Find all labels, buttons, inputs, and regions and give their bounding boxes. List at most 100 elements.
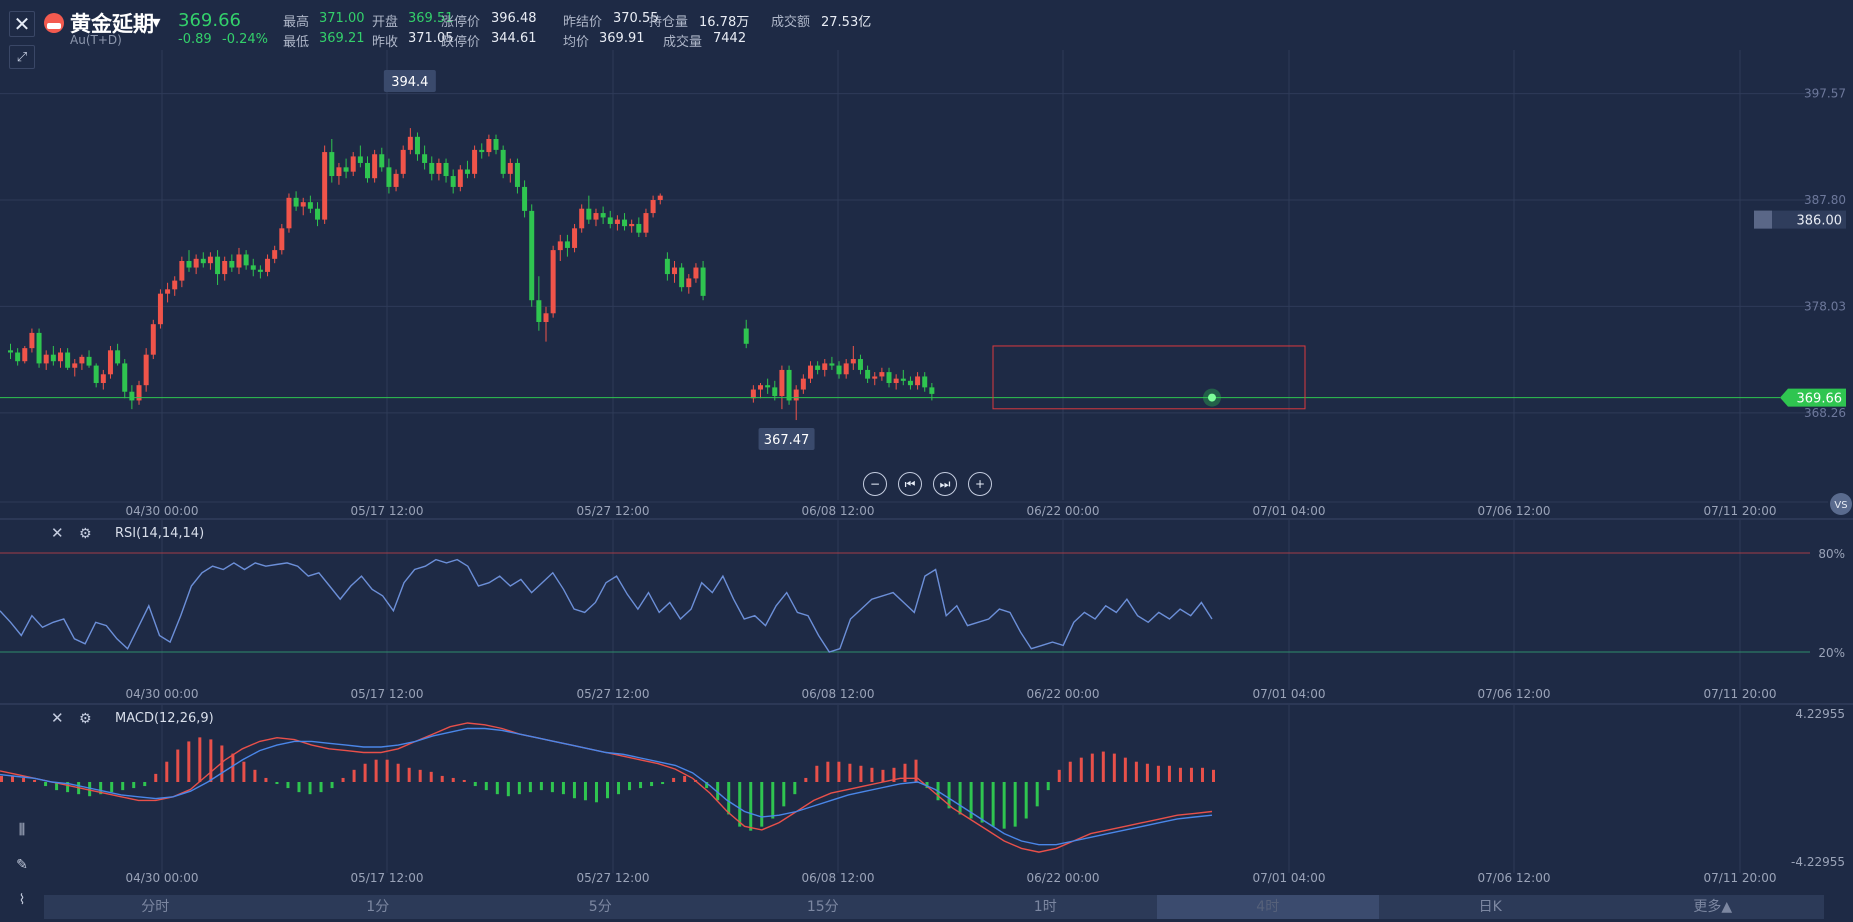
macd-histogram-bar xyxy=(1145,763,1149,782)
y-axis-label: 378.03 xyxy=(1804,299,1846,313)
macd-histogram-bar xyxy=(771,782,775,819)
candle-body xyxy=(829,363,835,366)
candle-body xyxy=(22,348,28,362)
selection-box[interactable] xyxy=(992,345,1306,410)
alert-tag[interactable] xyxy=(1754,210,1846,229)
rsi-settings-icon[interactable]: ⚙ xyxy=(79,526,92,542)
vs-button[interactable] xyxy=(1830,493,1852,515)
instrument-title[interactable]: 黄金延期 xyxy=(70,12,154,36)
macd-histogram-bar xyxy=(594,782,598,803)
macd-histogram-bar xyxy=(407,767,411,782)
rsi-close-icon[interactable]: ✕ xyxy=(51,524,64,542)
candle-body xyxy=(165,289,171,294)
candle-body xyxy=(472,149,478,174)
candle-body xyxy=(79,356,85,364)
macd-histogram-bar xyxy=(980,782,984,823)
quote-value: 344.61 xyxy=(491,31,537,46)
macd-histogram-bar xyxy=(1156,765,1160,782)
macd-histogram-bar xyxy=(1123,757,1127,782)
quote-label: 均价 xyxy=(563,35,590,50)
macd-histogram-bar xyxy=(1090,753,1094,782)
candle-body xyxy=(336,167,342,177)
candle-body xyxy=(650,200,656,214)
interval-tab[interactable]: 4时 xyxy=(1156,895,1379,919)
interval-tab[interactable]: 日K xyxy=(1478,899,1502,915)
quote-value: 369.91 xyxy=(599,31,645,46)
candle-body xyxy=(386,167,392,187)
macd-histogram-bar xyxy=(220,745,224,782)
skip-forward-icon[interactable]: ⏭ xyxy=(933,472,957,496)
quote-label: 持仓量 xyxy=(649,15,689,30)
macd-histogram-bar xyxy=(1101,751,1105,782)
candle-body xyxy=(586,208,592,220)
candle-body xyxy=(672,267,678,275)
macd-histogram-bar xyxy=(231,753,235,782)
candle-body xyxy=(865,369,871,379)
quote-label: 成交额 xyxy=(771,15,811,30)
candle-body xyxy=(422,154,428,163)
candle-body xyxy=(550,250,556,314)
expand-icon: ⤢ xyxy=(16,49,28,65)
macd-histogram-bar xyxy=(1035,782,1039,807)
macd-histogram-bar xyxy=(991,782,995,827)
zoom-out-icon[interactable]: − xyxy=(863,472,887,496)
macd-histogram-bar xyxy=(374,759,378,782)
macd-histogram-bar xyxy=(143,782,147,787)
quote-label: 成交量 xyxy=(663,35,703,50)
macd-histogram-bar xyxy=(716,782,720,801)
candle-body xyxy=(457,169,463,187)
candle-body xyxy=(850,359,856,364)
macd-histogram-bar xyxy=(958,782,962,815)
candle-body xyxy=(700,267,706,296)
macd-histogram-bar xyxy=(297,782,301,793)
skip-back-icon[interactable]: ⏮ xyxy=(898,472,922,496)
macd-histogram-bar xyxy=(121,782,125,791)
candle-body xyxy=(572,228,578,248)
macd-x-axis-label: 06/08 12:00 xyxy=(802,871,875,885)
candle-body xyxy=(350,156,356,172)
macd-histogram-bar xyxy=(727,782,731,815)
draw-icon[interactable]: ✎ xyxy=(16,857,28,873)
candle-body xyxy=(629,223,635,227)
macd-histogram-bar xyxy=(495,782,499,795)
candle-body xyxy=(443,162,449,177)
macd-histogram-bar xyxy=(429,771,433,782)
macd-histogram-bar xyxy=(815,765,819,782)
candlestick-icon[interactable]: ⫼ xyxy=(18,822,26,838)
interval-tab[interactable]: 1分 xyxy=(366,899,390,915)
macd-close-icon[interactable]: ✕ xyxy=(51,709,64,727)
interval-tab[interactable]: 5分 xyxy=(588,899,612,915)
close-button[interactable]: ✕ xyxy=(9,11,35,37)
candle-body xyxy=(15,352,21,362)
macd-histogram-bar xyxy=(418,769,422,782)
candle-body xyxy=(157,293,163,325)
quote-value: 371.05 xyxy=(408,31,454,46)
interval-tab[interactable]: 更多▲ xyxy=(1693,899,1733,915)
rsi-x-axis-label: 04/30 00:00 xyxy=(126,687,199,701)
candle-body xyxy=(536,300,542,323)
macd-settings-icon[interactable]: ⚙ xyxy=(79,711,92,727)
expand-button[interactable]: ⤢ xyxy=(9,45,35,69)
interval-tab[interactable]: 1时 xyxy=(1033,899,1057,915)
indicator-icon[interactable]: ⌇ xyxy=(18,892,26,908)
x-axis-label: 07/06 12:00 xyxy=(1478,504,1551,518)
rsi-x-axis-label: 06/08 12:00 xyxy=(802,687,875,701)
macd-y-label: 4.22955 xyxy=(1795,707,1845,721)
interval-tab[interactable]: 分时 xyxy=(141,899,170,915)
quote-label: 最低 xyxy=(283,35,310,50)
candle-body xyxy=(636,223,642,233)
y-axis-label: 397.57 xyxy=(1804,87,1846,101)
candle-body xyxy=(129,391,135,401)
bell-icon[interactable] xyxy=(1754,210,1772,229)
zoom-in-icon[interactable]: + xyxy=(968,472,992,496)
candle-body xyxy=(607,217,613,224)
macd-histogram-bar xyxy=(462,779,466,782)
macd-histogram-bar xyxy=(1002,782,1006,829)
candle-body xyxy=(300,202,306,207)
macd-histogram-bar xyxy=(782,782,786,807)
macd-histogram-bar xyxy=(528,782,532,793)
interval-tab[interactable]: 15分 xyxy=(806,899,839,915)
macd-histogram-bar xyxy=(352,769,356,782)
chevron-down-icon[interactable]: ▼ xyxy=(152,16,161,29)
